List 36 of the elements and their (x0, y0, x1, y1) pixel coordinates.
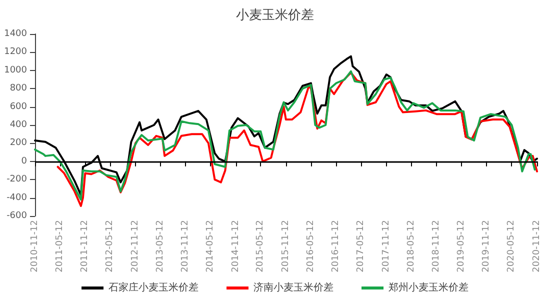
x-tick-label: 2016-05-12 (306, 220, 316, 272)
y-tick-label: 1000 (4, 65, 28, 76)
x-tick-label: 2015-11-12 (280, 220, 291, 272)
x-tick-label: 2018-11-12 (432, 220, 442, 272)
x-tick-label: 2016-11-12 (331, 220, 342, 272)
x-tick-label: 2019-11-12 (482, 220, 492, 272)
x-tick-label: 2012-05-12 (105, 220, 116, 272)
x-tick-label: 2011-11-12 (80, 220, 90, 272)
y-tick-label: -200 (6, 174, 28, 185)
y-tick-label: 600 (10, 102, 28, 112)
x-tick-label: 2014-11-12 (230, 220, 241, 272)
x-tick-label: 2013-11-12 (180, 220, 191, 272)
x-tick-label: 2018-05-12 (406, 220, 416, 272)
x-tick-label: 2011-05-12 (54, 220, 65, 272)
y-tick-label: 400 (10, 120, 28, 130)
x-tick-label: 2014-05-12 (205, 220, 216, 272)
y-tick-label: 800 (10, 84, 28, 94)
x-tick-label: 2020-11-12 (532, 220, 542, 272)
x-tick-label: 2013-05-12 (155, 220, 166, 272)
x-tick-label: 2020-05-12 (506, 220, 517, 272)
legend-label: 济南小麦玉米价差 (254, 282, 334, 294)
x-tick-label: 2017-05-12 (356, 220, 366, 272)
x-tick-label: 2019-05-12 (456, 220, 466, 272)
y-tick-label: -600 (6, 211, 28, 221)
chart-title: 小麦玉米价差 (236, 8, 314, 23)
y-tick-label: 1400 (4, 29, 28, 39)
y-tick-label: 0 (21, 156, 28, 166)
x-tick-label: 2017-11-12 (381, 220, 392, 272)
x-tick-label: 2010-11-12 (30, 220, 40, 272)
y-tick-label: 1200 (4, 47, 28, 58)
legend-label: 郑州小麦玉米价差 (388, 282, 468, 294)
x-tick-label: 2012-11-12 (130, 220, 140, 272)
y-tick-label: 200 (10, 138, 28, 148)
x-tick-label: 2015-05-12 (256, 220, 266, 272)
legend-label: 石家庄小麦玉米价差 (108, 282, 198, 294)
y-tick-label: -400 (6, 192, 28, 203)
